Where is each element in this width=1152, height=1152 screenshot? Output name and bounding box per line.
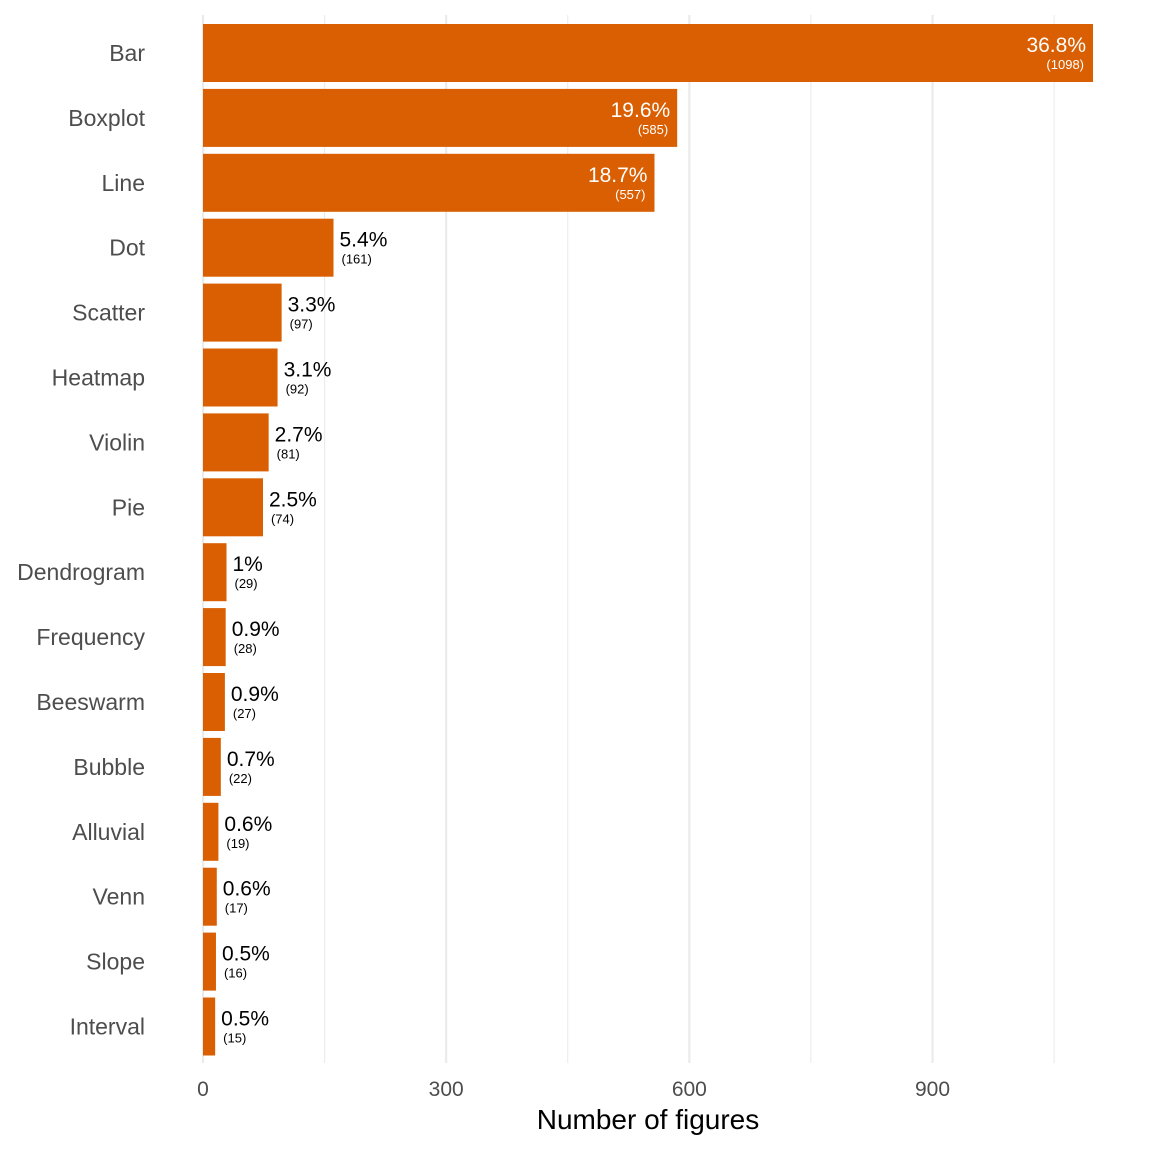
category-label: Frequency	[36, 624, 145, 650]
percent-label: 19.6%	[611, 99, 671, 122]
category-label: Slope	[86, 949, 145, 975]
count-label: (1098)	[1046, 57, 1084, 72]
x-tick-label: 900	[915, 1078, 950, 1101]
count-label: (161)	[342, 252, 372, 267]
category-label: Venn	[93, 884, 145, 910]
category-label: Pie	[112, 494, 145, 520]
x-tick-label: 0	[197, 1078, 209, 1101]
bar-bubble	[203, 737, 221, 796]
percent-label: 1%	[233, 553, 263, 576]
percent-label: 0.6%	[223, 878, 271, 901]
percent-label: 18.7%	[588, 164, 648, 187]
bar-dendrogram	[203, 543, 227, 602]
count-label: (97)	[290, 317, 313, 332]
bar-frequency	[203, 608, 226, 667]
percent-label: 3.1%	[284, 359, 332, 382]
x-axis-title: Number of figures	[537, 1104, 760, 1135]
category-label: Heatmap	[52, 365, 145, 391]
category-label: Alluvial	[72, 819, 145, 845]
count-label: (22)	[229, 771, 252, 786]
bar-slope	[203, 932, 216, 991]
bar-scatter	[203, 283, 282, 342]
percent-label: 36.8%	[1026, 34, 1086, 57]
category-label: Line	[102, 170, 145, 196]
bar-bar	[203, 24, 1093, 82]
bar-beeswarm	[203, 673, 225, 731]
count-label: (81)	[277, 446, 300, 461]
percent-label: 0.6%	[224, 813, 272, 836]
percent-label: 0.9%	[232, 618, 280, 641]
count-label: (16)	[224, 966, 247, 981]
category-labels: Bar Boxplot Line Dot Scatter Heatmap Violin Pie…	[17, 40, 145, 1040]
bar-violin	[203, 413, 269, 472]
category-label: Boxplot	[68, 105, 145, 131]
count-label: (29)	[235, 576, 258, 591]
percent-label: 0.9%	[231, 683, 279, 706]
percent-label: 2.5%	[269, 488, 317, 511]
count-label: (92)	[286, 382, 309, 397]
count-label: (74)	[271, 511, 294, 526]
category-label: Violin	[89, 429, 145, 455]
percent-label: 5.4%	[340, 229, 388, 252]
bar-value-labels: 36.8%(1098) 19.6%(585) 18.7%(557) 5.4%(161)…	[221, 34, 1086, 1046]
bar-dot	[203, 218, 334, 277]
percent-label: 0.7%	[227, 748, 275, 771]
bar-boxplot	[203, 88, 678, 147]
count-label: (17)	[225, 901, 248, 916]
count-label: (557)	[615, 187, 645, 202]
count-label: (585)	[638, 122, 668, 137]
bar-interval	[203, 997, 216, 1056]
category-label: Scatter	[72, 300, 145, 326]
x-tick-labels: 0 300 600 900	[197, 1078, 950, 1101]
category-label: Dendrogram	[17, 559, 145, 585]
percent-label: 0.5%	[222, 943, 270, 966]
category-label: Bubble	[73, 754, 145, 780]
category-label: Interval	[70, 1014, 145, 1040]
bar-line	[203, 153, 655, 212]
category-label: Bar	[109, 40, 145, 66]
category-label: Beeswarm	[36, 689, 145, 715]
x-tick-label: 300	[429, 1078, 464, 1101]
bar-pie	[203, 478, 263, 537]
bar-alluvial	[203, 802, 219, 861]
bar-heatmap	[203, 348, 278, 407]
bar-venn	[203, 867, 217, 926]
count-label: (28)	[234, 641, 257, 656]
count-label: (15)	[223, 1031, 246, 1046]
category-label: Dot	[109, 235, 145, 261]
bars	[203, 24, 1093, 1056]
percent-label: 3.3%	[288, 294, 336, 317]
x-tick-label: 600	[672, 1078, 707, 1101]
percent-label: 2.7%	[275, 423, 323, 446]
count-label: (27)	[233, 706, 256, 721]
percent-label: 0.5%	[221, 1008, 269, 1031]
count-label: (19)	[226, 836, 249, 851]
